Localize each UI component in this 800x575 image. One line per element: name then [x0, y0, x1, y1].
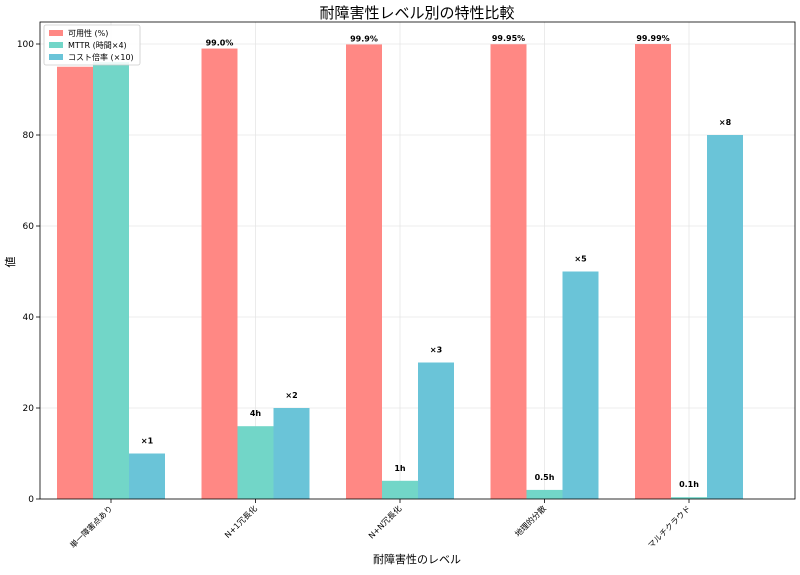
- data-label: 4h: [250, 409, 262, 418]
- bar-1-4: [490, 44, 527, 499]
- y-tick-label: 40: [23, 313, 35, 323]
- data-label: 0.1h: [679, 480, 699, 489]
- data-label: 99.0%: [206, 39, 234, 48]
- data-label: 99.95%: [492, 34, 525, 43]
- legend-box: [43, 24, 141, 66]
- legend-label: 可用性 (%): [68, 28, 108, 38]
- bar-2-5: [671, 497, 707, 499]
- bar-2-2: [237, 426, 274, 499]
- y-tick-label: 100: [17, 40, 34, 50]
- data-labels: 99.0% 99.9% 99.95% 99.99% 4h 1h 0.5h 0.1h ×1 ×2 ×3…: [141, 34, 732, 489]
- bar-3-3: [418, 362, 454, 499]
- legend-label: コスト倍率 (×10): [68, 52, 134, 62]
- bar-1-5: [635, 44, 671, 499]
- bar-1-1: [57, 66, 93, 499]
- legend-label: MTTR (時間×4): [68, 41, 127, 50]
- y-tick-label: 0: [28, 495, 34, 505]
- bar-2-4: [526, 489, 563, 499]
- data-label: ×5: [574, 255, 587, 264]
- x-tick-label: 地理的分散: [513, 503, 548, 538]
- bar-3-1: [129, 453, 165, 499]
- data-label: ×8: [719, 118, 732, 127]
- x-axis-label: 耐障害性のレベル: [373, 552, 461, 566]
- x-tick-label: N+N冗長化: [366, 503, 403, 540]
- plot-frame: [39, 21, 796, 500]
- grid: [40, 22, 795, 500]
- chart-title: 耐障害性レベル別の特性比較: [319, 4, 514, 22]
- bar-2-3: [382, 480, 418, 499]
- x-tick-label: 単一障害点あり: [68, 503, 115, 550]
- x-tick-label: マルチクラウド: [646, 504, 692, 550]
- bar-3-5: [707, 135, 743, 499]
- bar-2-1: [93, 62, 129, 499]
- legend-swatch: [49, 42, 63, 48]
- y-tick-label: 20: [23, 404, 35, 414]
- bar-3-4: [562, 271, 599, 499]
- y-tick-label: 80: [23, 131, 35, 141]
- data-label: 0.5h: [535, 473, 555, 482]
- x-tick-label: N+1冗長化: [222, 503, 259, 540]
- legend-swatch: [49, 30, 63, 36]
- legend-swatch: [49, 54, 63, 60]
- data-label: 1h: [394, 464, 406, 473]
- bar-1-2: [201, 48, 238, 500]
- data-label: ×3: [430, 346, 442, 355]
- data-label: ×2: [285, 391, 297, 400]
- bar-1-3: [346, 44, 382, 500]
- bars: [57, 44, 743, 500]
- data-label: ×1: [141, 437, 154, 446]
- bar-3-2: [273, 408, 310, 499]
- legend: 可用性 (%) MTTR (時間×4) コスト倍率 (×10): [43, 24, 141, 66]
- y-tick-label: 60: [23, 222, 35, 232]
- data-label: 99.99%: [636, 34, 669, 43]
- y-axis-label: 値: [4, 257, 17, 268]
- data-label: 99.9%: [350, 34, 378, 43]
